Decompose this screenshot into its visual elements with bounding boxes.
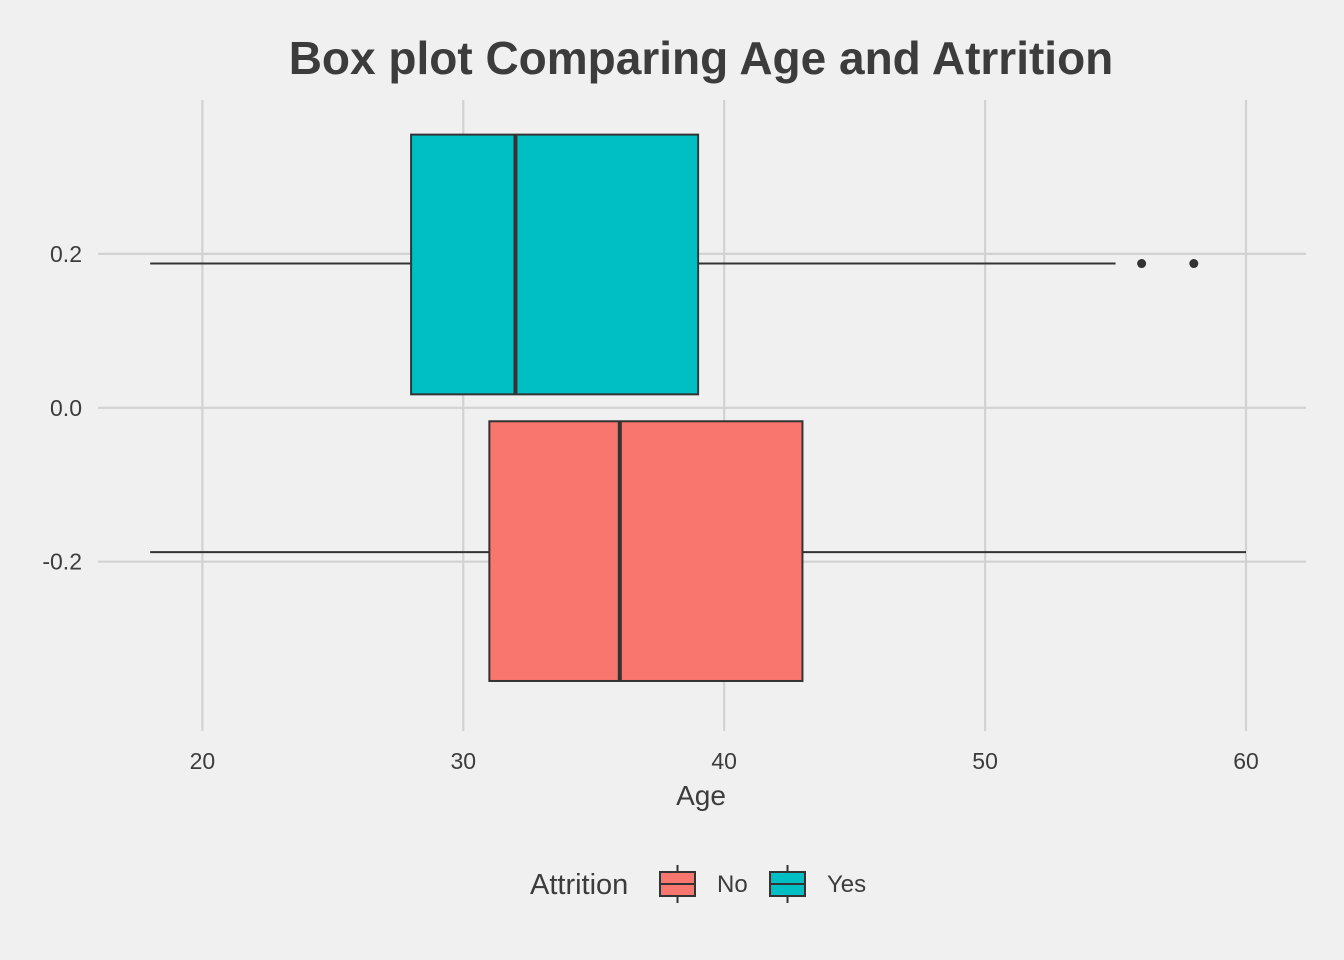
legend-title: Attrition: [530, 869, 628, 901]
y-tick-label: 0.2: [50, 241, 82, 267]
grid-lines: [98, 100, 1306, 731]
x-tick-label: 30: [450, 748, 476, 774]
x-tick-label: 20: [190, 748, 216, 774]
iqr-box-yes: [410, 133, 700, 396]
x-axis-ticks: 20 30 40 50 60: [190, 748, 1259, 774]
y-tick-label: 0.0: [50, 395, 82, 421]
legend-label-no: No: [717, 871, 748, 898]
box-plots: [150, 133, 1246, 682]
legend-item-yes: Yes: [769, 865, 866, 903]
chart-title: Box plot Comparing Age and Atrrition: [289, 32, 1114, 84]
y-tick-label: -0.2: [42, 549, 82, 575]
box-no: [150, 420, 1246, 682]
legend-entries: No Yes: [659, 865, 866, 903]
legend-item-no: No: [659, 865, 748, 903]
y-axis-ticks: 0.2 0.0 -0.2: [42, 241, 82, 575]
x-tick-label: 40: [711, 748, 737, 774]
outlier-point-yes: [1137, 259, 1147, 269]
outlier-point-yes: [1189, 259, 1199, 269]
x-tick-label: 60: [1233, 748, 1259, 774]
x-tick-label: 50: [972, 748, 998, 774]
x-axis-label: Age: [676, 780, 726, 811]
box-yes: [150, 133, 1199, 396]
legend-label-yes: Yes: [827, 871, 866, 898]
legend: Attrition No Yes: [530, 865, 866, 903]
iqr-box-no: [488, 420, 804, 682]
